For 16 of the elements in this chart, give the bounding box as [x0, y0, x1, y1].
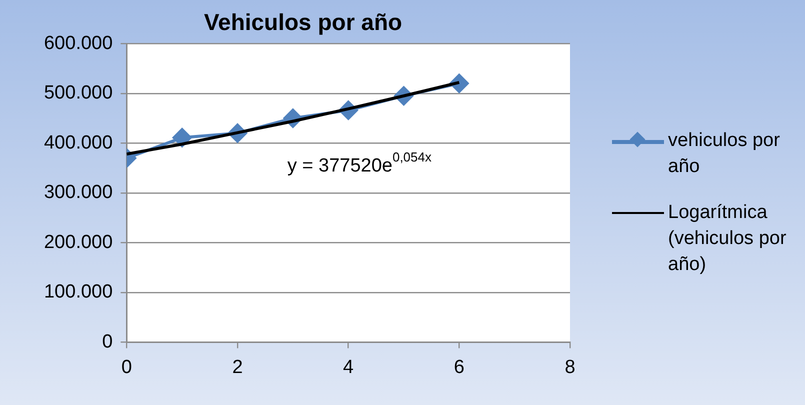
y-tick-label: 600.000 [44, 32, 113, 54]
legend-label: vehiculos por año [668, 129, 781, 179]
point [172, 128, 192, 148]
legend-label: Logarítmica (vehiculos por año) [668, 201, 788, 277]
y-tick-label: 200.000 [44, 232, 113, 253]
chart-title: Vehiculos por año [204, 9, 402, 36]
y-tick-label: 300.000 [44, 182, 113, 204]
y-tick-label: 500.000 [44, 82, 113, 104]
x-tick-label: 2 [232, 356, 243, 378]
y-tick-label: 100.000 [44, 282, 113, 303]
y-tick-label: 400.000 [44, 132, 113, 154]
x-tick-label: 0 [121, 356, 132, 378]
x-tick-label: 8 [564, 356, 576, 378]
y-tick-label: 0 [102, 331, 113, 352]
x-tick-label: 4 [343, 356, 354, 378]
x-tick-label: 6 [454, 356, 464, 378]
